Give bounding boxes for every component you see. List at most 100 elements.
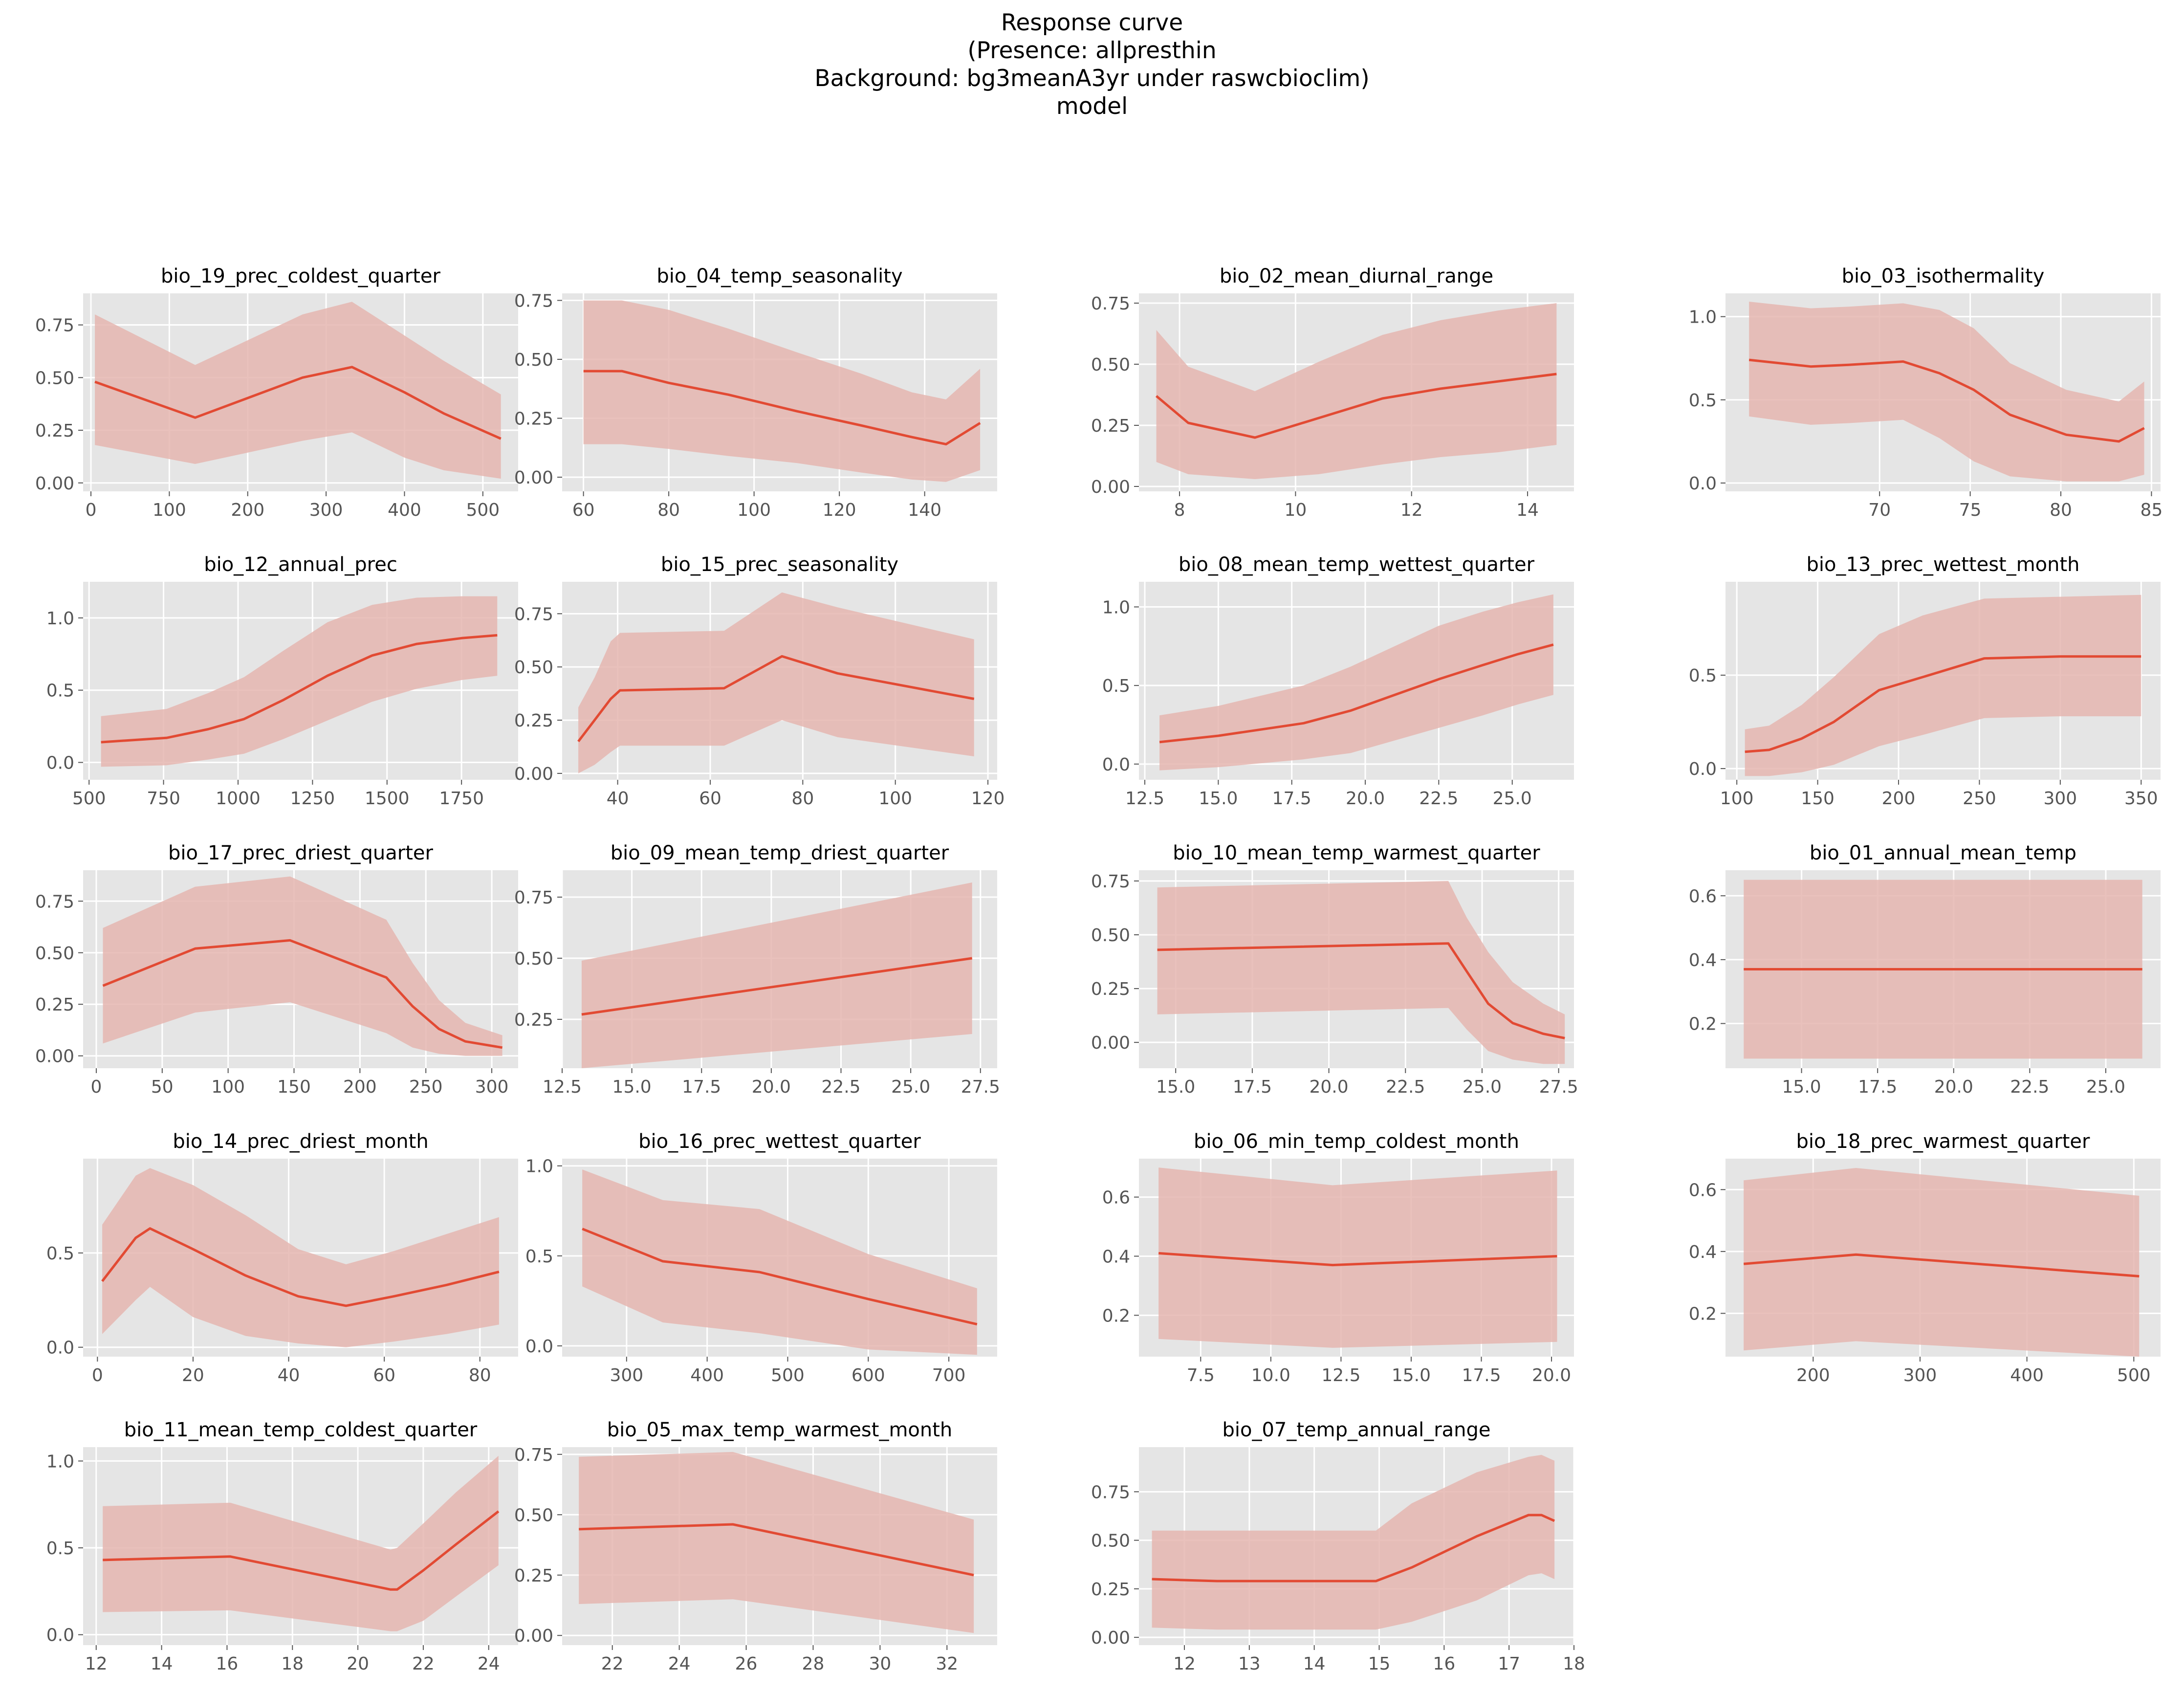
x-tick-label: 500 (2117, 1365, 2151, 1386)
x-tick-label: 0 (86, 500, 97, 520)
y-tick-label: 0.0 (1102, 755, 1130, 775)
confidence-band (1158, 1167, 1557, 1348)
x-tick-label: 40 (607, 789, 629, 809)
y-tick-label: 0.75 (514, 888, 553, 908)
y-tick-label: 0.5 (1102, 676, 1130, 696)
subplot-bio_05_max_temp_warmest_month: 22 24 26 28 30 32 0.00 0.25 0.50 0.75 bio_05_max_t… (514, 1419, 997, 1674)
response-line (582, 1228, 978, 1326)
x-tick-label: 60 (373, 1365, 395, 1386)
y-tick-label: 0.00 (514, 1626, 553, 1646)
x-tick-label: 100 (1720, 789, 1754, 809)
subplot-title: bio_02_mean_diurnal_range (1220, 265, 1493, 287)
x-tick-label: 20.0 (752, 1077, 791, 1097)
x-tick-label: 14 (151, 1654, 173, 1674)
confidence-band (103, 876, 502, 1056)
y-tick-label: 0.50 (514, 1505, 553, 1525)
confidence-band (1157, 881, 1565, 1064)
x-tick-label: 500 (771, 1365, 805, 1386)
x-tick-label: 25.0 (1463, 1077, 1502, 1097)
y-tick-label: 0.00 (1091, 1628, 1130, 1648)
y-tick-label: 0.0 (46, 1626, 74, 1646)
x-tick-label: 250 (1963, 789, 1996, 809)
x-tick-label: 22.5 (1419, 789, 1458, 809)
x-tick-label: 7.5 (1187, 1365, 1215, 1386)
x-tick-label: 15.0 (1156, 1077, 1195, 1097)
y-tick-label: 0.2 (1102, 1306, 1130, 1326)
subplot-bio_11_mean_temp_coldest_quarter: 12 14 16 18 20 22 24 0.0 0.5 1.0 bio_11_mean_temp_… (46, 1419, 518, 1674)
y-tick-label: 0.25 (1091, 979, 1130, 999)
subplot-title: bio_16_prec_wettest_quarter (638, 1130, 921, 1153)
subplot-title: bio_07_temp_annual_range (1222, 1419, 1490, 1441)
x-tick-label: 15.0 (1782, 1077, 1821, 1097)
confidence-band (1152, 1454, 1555, 1630)
y-tick-label: 0.2 (1689, 1304, 1717, 1324)
response-line (579, 1523, 974, 1577)
y-tick-label: 0.75 (35, 316, 74, 336)
y-tick-label: 1.0 (525, 1157, 553, 1177)
y-tick-label: 0.0 (46, 1338, 74, 1358)
y-tick-label: 0.25 (35, 995, 74, 1015)
y-tick-label: 0.0 (525, 1337, 553, 1357)
y-tick-label: 0.25 (514, 711, 553, 731)
x-tick-label: 12 (1173, 1654, 1196, 1674)
subplot-title: bio_10_mean_temp_warmest_quarter (1173, 842, 1540, 864)
x-tick-label: 22 (412, 1654, 435, 1674)
y-tick-label: 1.0 (46, 609, 74, 629)
subplot-bio_04_temp_seasonality: 60 80 100 120 140 0.00 0.25 0.50 0.75 bio_04_temp… (514, 265, 997, 520)
x-tick-label: 24 (668, 1654, 691, 1674)
x-tick-label: 150 (1801, 789, 1835, 809)
y-tick-label: 0.75 (1091, 1482, 1130, 1502)
x-tick-label: 17.5 (1462, 1365, 1501, 1386)
x-tick-label: 200 (231, 500, 264, 520)
y-tick-label: 0.00 (35, 474, 74, 494)
x-tick-label: 300 (1903, 1365, 1937, 1386)
x-tick-label: 20 (347, 1654, 369, 1674)
response-line (101, 634, 498, 744)
subplot-title: bio_15_prec_seasonality (661, 553, 898, 576)
x-tick-label: 80 (2050, 500, 2072, 520)
x-tick-label: 100 (737, 500, 771, 520)
confidence-band (582, 1169, 977, 1355)
x-tick-label: 12.5 (543, 1077, 582, 1097)
y-tick-label: 0.25 (514, 1010, 553, 1030)
y-tick-label: 0.5 (525, 1247, 553, 1267)
x-tick-label: 750 (147, 789, 180, 809)
response-line (1745, 655, 2141, 753)
x-tick-label: 15.0 (1199, 789, 1238, 809)
x-tick-label: 13 (1238, 1654, 1261, 1674)
x-tick-label: 12.5 (1125, 789, 1164, 809)
x-tick-label: 1250 (290, 789, 335, 809)
y-tick-label: 0.2 (1689, 1014, 1717, 1034)
confidence-band (583, 300, 981, 482)
confidence-band (1745, 594, 2141, 776)
y-tick-label: 0.50 (1091, 355, 1130, 375)
y-tick-label: 0.50 (514, 350, 553, 370)
y-tick-label: 0.00 (514, 468, 553, 488)
response-line (581, 957, 973, 1016)
subplot-title: bio_17_prec_driest_quarter (168, 842, 434, 864)
y-tick-label: 1.0 (1689, 308, 1717, 328)
confidence-band (102, 1168, 499, 1347)
title-line-4: model (1056, 93, 1128, 120)
y-tick-label: 1.0 (1102, 597, 1130, 617)
x-tick-label: 16 (216, 1654, 239, 1674)
y-tick-label: 0.5 (1689, 391, 1717, 411)
response-line (583, 370, 981, 446)
x-tick-label: 20 (182, 1365, 204, 1386)
x-tick-label: 300 (610, 1365, 643, 1386)
x-tick-label: 250 (409, 1077, 443, 1097)
x-tick-label: 400 (2010, 1365, 2044, 1386)
y-tick-label: 0.00 (35, 1047, 74, 1067)
subplot-title: bio_05_max_temp_warmest_month (607, 1419, 953, 1441)
response-line (1748, 358, 2145, 443)
y-tick-label: 0.50 (35, 368, 74, 388)
x-tick-label: 120 (823, 500, 856, 520)
x-tick-label: 140 (908, 500, 941, 520)
x-tick-label: 26 (735, 1654, 758, 1674)
response-line (1158, 1252, 1557, 1267)
x-tick-label: 17 (1498, 1654, 1520, 1674)
confidence-band (579, 1452, 974, 1633)
y-tick-label: 0.25 (1091, 1580, 1130, 1600)
x-tick-label: 12.5 (1321, 1365, 1360, 1386)
